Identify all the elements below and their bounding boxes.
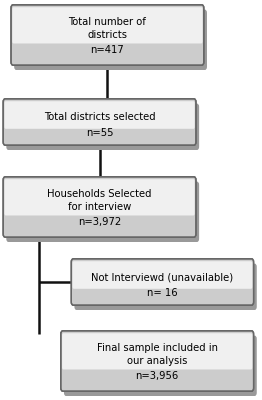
Text: n=3,956: n=3,956 xyxy=(135,371,179,381)
FancyBboxPatch shape xyxy=(3,99,196,145)
FancyBboxPatch shape xyxy=(64,336,257,396)
FancyBboxPatch shape xyxy=(6,104,199,150)
FancyBboxPatch shape xyxy=(6,182,199,242)
Text: Households Selected
for interview: Households Selected for interview xyxy=(47,189,152,212)
FancyBboxPatch shape xyxy=(12,7,203,44)
Text: n=417: n=417 xyxy=(91,45,124,55)
Text: n=3,972: n=3,972 xyxy=(78,217,121,227)
Text: Not Interviewd (unavailable): Not Interviewd (unavailable) xyxy=(91,272,233,282)
Text: n= 16: n= 16 xyxy=(147,288,178,298)
FancyBboxPatch shape xyxy=(4,101,195,129)
FancyBboxPatch shape xyxy=(4,179,195,216)
FancyBboxPatch shape xyxy=(73,261,252,289)
Text: Total number of
districts: Total number of districts xyxy=(68,17,146,40)
FancyBboxPatch shape xyxy=(11,5,204,65)
Text: n=55: n=55 xyxy=(86,128,113,138)
FancyBboxPatch shape xyxy=(14,10,207,70)
Text: Final sample included in
our analysis: Final sample included in our analysis xyxy=(97,343,218,366)
FancyBboxPatch shape xyxy=(74,264,257,310)
FancyBboxPatch shape xyxy=(62,333,252,370)
FancyBboxPatch shape xyxy=(3,177,196,237)
Text: Total districts selected: Total districts selected xyxy=(44,112,155,122)
FancyBboxPatch shape xyxy=(61,331,254,391)
FancyBboxPatch shape xyxy=(71,259,254,305)
